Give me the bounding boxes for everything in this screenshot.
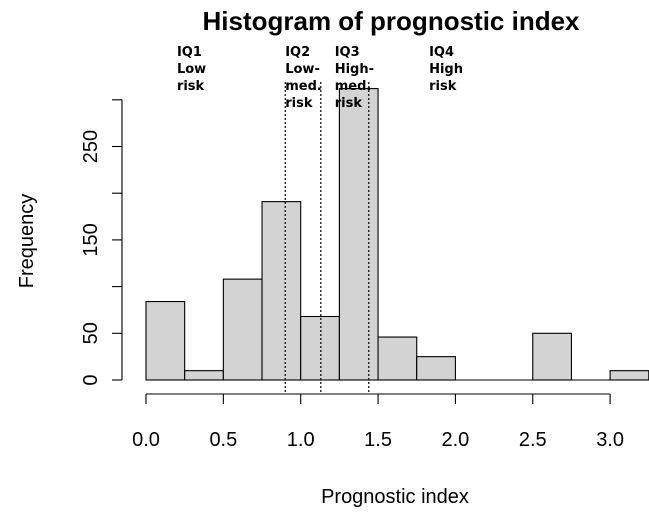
y-axis-label: Frequency xyxy=(16,194,38,289)
quartile-annotations: IQ1 Low risk IQ2 Low-med. risk IQ3 High-med. ris… xyxy=(177,45,463,111)
x-tick-label: 0.0 xyxy=(132,429,160,451)
histogram-bar xyxy=(300,315,340,381)
quartile-annotation-line: risk xyxy=(429,79,457,94)
x-tick-label: 2.5 xyxy=(519,429,547,451)
x-tick-label: 2.0 xyxy=(441,429,469,451)
quartile-annotation: IQ3 High-med. risk xyxy=(335,45,374,111)
x-axis-label: Prognostic index xyxy=(321,486,469,508)
x-axis: 0.0 0.5 1.0 1.5 2.0 2.5 3.0 xyxy=(132,393,624,451)
quartile-annotation-line: med. xyxy=(335,79,372,94)
x-tick-label: 3.0 xyxy=(596,429,624,451)
quartile-annotation-line: med. xyxy=(285,79,322,94)
quartile-annotation-line: Low- xyxy=(285,62,320,77)
histogram-bar xyxy=(261,201,302,381)
quartile-annotation-line: High xyxy=(429,62,463,77)
x-tick-label: 1.5 xyxy=(364,429,392,451)
histogram-bar xyxy=(338,88,379,381)
quartile-annotation-line: risk xyxy=(285,96,313,111)
histogram-bar xyxy=(532,332,572,381)
quartile-annotation-line: IQ2 xyxy=(285,45,310,60)
bars-layer xyxy=(145,88,649,381)
x-tick-label: 1.0 xyxy=(287,429,315,451)
histogram-bar xyxy=(145,300,186,381)
quartile-annotation-line: Low xyxy=(177,62,206,77)
y-tick-label: 250 xyxy=(80,130,102,163)
quartile-annotation: IQ4 High risk xyxy=(429,45,463,94)
quartile-annotation-line: risk xyxy=(335,96,363,111)
quartile-annotation: IQ2 Low-med. risk xyxy=(285,45,322,111)
histogram-bar xyxy=(609,370,649,381)
y-axis: 0 50 150 250 xyxy=(80,99,123,386)
histogram-bar xyxy=(222,278,263,381)
y-tick-label: 50 xyxy=(80,322,102,344)
quartile-annotation-line: IQ1 xyxy=(177,45,202,60)
histogram-bar xyxy=(416,356,456,381)
histogram-bar xyxy=(184,370,224,381)
chart-title: Histogram of prognostic index xyxy=(202,6,580,36)
quartile-annotation-line: IQ3 xyxy=(335,45,360,60)
quartile-annotation-line: High- xyxy=(335,62,374,77)
quartile-annotation-line: IQ4 xyxy=(429,45,454,60)
quartile-annotation-line: risk xyxy=(177,79,205,94)
y-tick-label: 0 xyxy=(80,374,102,385)
quartile-annotation: IQ1 Low risk xyxy=(177,45,206,94)
histogram-bar xyxy=(377,336,418,381)
x-tick-label: 0.5 xyxy=(209,429,237,451)
y-tick-label: 150 xyxy=(80,223,102,256)
